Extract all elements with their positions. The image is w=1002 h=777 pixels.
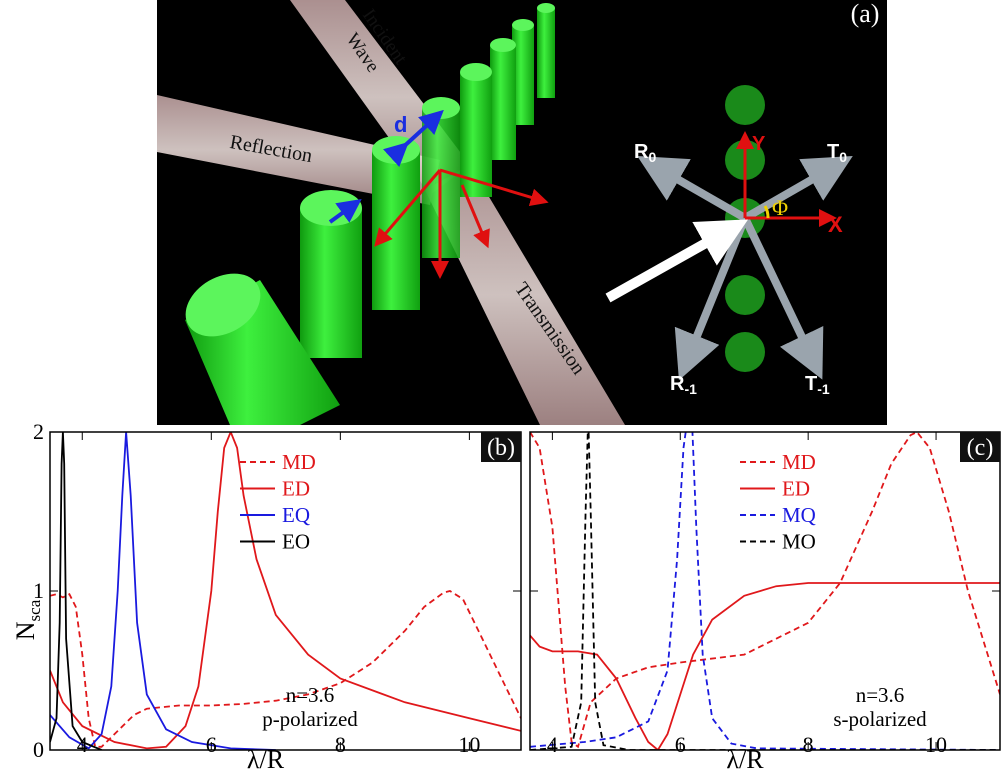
order-label: T0 bbox=[827, 141, 847, 165]
annotation: n=3.6 bbox=[856, 683, 905, 707]
panel-a: (a) Incident Wave Reflection Transmissio… bbox=[157, 0, 887, 425]
annotation: p-polarized bbox=[262, 707, 358, 731]
legend-label: EQ bbox=[282, 503, 310, 527]
panel-label: (a) bbox=[851, 0, 880, 28]
panel-label-box bbox=[481, 432, 521, 462]
plot-area bbox=[50, 432, 521, 750]
order-label: T-1 bbox=[805, 373, 830, 397]
axis-label: X bbox=[828, 212, 843, 237]
y-axis-label-sub: sca bbox=[25, 599, 44, 621]
legend-label: ED bbox=[282, 477, 310, 501]
x-tick-label: 10 bbox=[458, 732, 480, 757]
legend-label: ED bbox=[782, 477, 810, 501]
series-line bbox=[530, 432, 1000, 750]
order-label: R0 bbox=[634, 141, 656, 165]
x-tick-label: 8 bbox=[335, 732, 346, 757]
angle-label: Φ bbox=[772, 195, 788, 220]
y-tick-label: 1 bbox=[33, 578, 44, 603]
x-tick-label: 6 bbox=[675, 732, 686, 757]
order-diagram bbox=[605, 85, 853, 381]
axis-label: Y bbox=[752, 133, 766, 155]
x-tick-label: 4 bbox=[77, 732, 88, 757]
y-tick-label: 0 bbox=[33, 737, 44, 762]
x-tick-label: 10 bbox=[925, 732, 947, 757]
legend-label: MQ bbox=[782, 503, 816, 527]
order-label: R-1 bbox=[670, 373, 697, 397]
series-line bbox=[50, 432, 521, 750]
plot-frame bbox=[529, 431, 1001, 751]
y-axis-label-main: N bbox=[11, 621, 40, 640]
series-line bbox=[530, 582, 1000, 750]
y-axis-label: Nsca bbox=[11, 599, 44, 640]
period-label: d bbox=[394, 112, 407, 137]
cylinders bbox=[185, 3, 555, 425]
plot-area bbox=[530, 432, 1000, 750]
series-line bbox=[530, 432, 1000, 749]
x-tick-label: 4 bbox=[547, 732, 558, 757]
series-line bbox=[50, 432, 102, 750]
x-tick-label: 8 bbox=[803, 732, 814, 757]
x-tick-label: 6 bbox=[206, 732, 217, 757]
legend-label: EO bbox=[282, 530, 310, 554]
reflection-beam bbox=[157, 95, 440, 205]
legend-label: MD bbox=[782, 450, 816, 474]
annotation: n=3.6 bbox=[286, 683, 335, 707]
panel-label: (b) bbox=[487, 435, 515, 461]
series-line bbox=[530, 432, 1000, 750]
x-axis-label: λ/R bbox=[726, 745, 764, 772]
legend-label: MD bbox=[282, 450, 316, 474]
annotation: s-polarized bbox=[833, 707, 927, 731]
series-line bbox=[50, 432, 276, 750]
panel-label: (c) bbox=[967, 435, 994, 461]
panel-label-box bbox=[960, 432, 1000, 462]
series-line bbox=[50, 590, 521, 748]
y-tick-label: 2 bbox=[33, 419, 44, 444]
x-axis-label: λ/R bbox=[247, 745, 285, 772]
legend-label: MO bbox=[782, 530, 816, 554]
